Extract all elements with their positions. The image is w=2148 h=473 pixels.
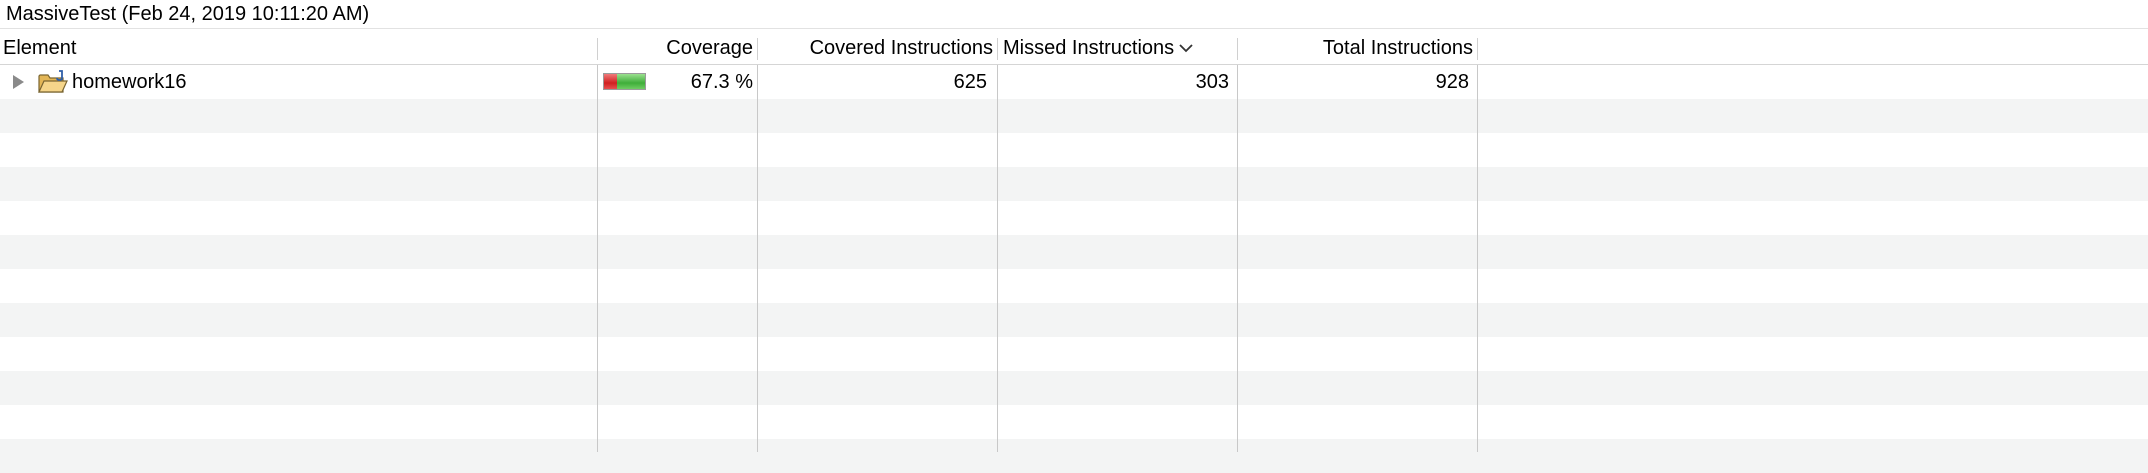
coverage-percent: 67.3 %	[690, 71, 753, 93]
column-divider[interactable]	[757, 38, 758, 60]
total-instructions-value: 928	[1435, 71, 1469, 93]
table-row-empty	[0, 167, 2148, 201]
java-project-folder-icon	[37, 69, 69, 95]
column-header-coverage[interactable]: Coverage	[666, 37, 753, 59]
table-row-homework16[interactable]: homework16 67.3 % 625 303 928	[0, 65, 2148, 99]
column-divider[interactable]	[597, 38, 598, 60]
column-header-element[interactable]: Element	[3, 37, 77, 59]
missed-instructions-value: 303	[1195, 71, 1229, 93]
column-header-missed-label: Missed Instructions	[1003, 37, 1175, 59]
coverage-bar-missed	[604, 74, 618, 89]
column-grid-line	[597, 65, 598, 452]
table-header: Element Coverage Covered Instructions Mi…	[0, 32, 2148, 65]
table-row-empty	[0, 405, 2148, 439]
column-grid-line	[757, 65, 758, 452]
column-divider[interactable]	[1237, 38, 1238, 60]
expand-arrow-icon[interactable]	[13, 75, 24, 89]
table-row-empty	[0, 133, 2148, 167]
table-row-empty	[0, 303, 2148, 337]
column-header-missed-instructions[interactable]: Missed Instructions	[997, 32, 1235, 64]
column-header-total-instructions[interactable]: Total Instructions	[1322, 37, 1473, 59]
coverage-session-title: MassiveTest (Feb 24, 2019 10:11:20 AM)	[0, 0, 2148, 29]
table-row-empty	[0, 269, 2148, 303]
coverage-bar	[603, 73, 646, 90]
table-row-empty	[0, 201, 2148, 235]
table-row-empty	[0, 371, 2148, 405]
table-row-empty	[0, 99, 2148, 133]
column-divider[interactable]	[1477, 38, 1478, 60]
column-divider[interactable]	[997, 38, 998, 60]
element-name: homework16	[72, 71, 187, 93]
table-row-empty	[0, 337, 2148, 371]
sort-descending-icon	[1179, 33, 1193, 65]
table-body	[0, 65, 2148, 473]
column-grid-line	[1237, 65, 1238, 452]
column-grid-line	[1477, 65, 1478, 452]
coverage-table: Element Coverage Covered Instructions Mi…	[0, 30, 2148, 473]
table-row-empty	[0, 439, 2148, 473]
column-grid-line	[997, 65, 998, 452]
covered-instructions-value: 625	[953, 71, 987, 93]
column-header-covered-instructions[interactable]: Covered Instructions	[809, 37, 993, 59]
coverage-bar-covered	[617, 74, 645, 89]
table-row-empty	[0, 235, 2148, 269]
